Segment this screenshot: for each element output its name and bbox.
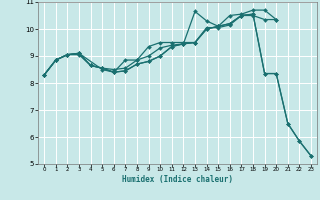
X-axis label: Humidex (Indice chaleur): Humidex (Indice chaleur) xyxy=(122,175,233,184)
